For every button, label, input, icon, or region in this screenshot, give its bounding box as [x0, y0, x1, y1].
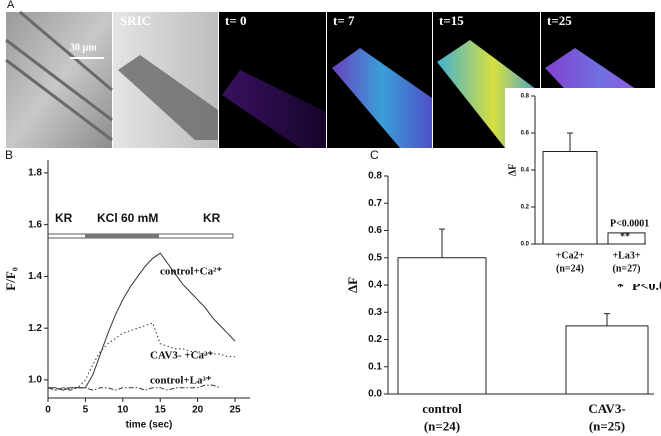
scale-label: 30 µm	[70, 42, 97, 53]
y-tick-label: 1.6	[28, 219, 42, 230]
annotation: KR	[55, 211, 73, 225]
y-tick-label: 1.2	[28, 323, 42, 334]
bar	[542, 151, 598, 245]
image-label: t= 7	[333, 13, 355, 28]
y-tick-label: 1.4	[28, 271, 42, 282]
annotation: KCl 60 mM	[97, 211, 158, 225]
annotation: **	[620, 231, 630, 242]
sric-cell	[118, 55, 218, 140]
series-line	[47, 384, 221, 391]
series-label: CAV3- +Ca²⁺	[150, 350, 213, 362]
image-label: t= 0	[225, 13, 247, 28]
annotation: *	[617, 280, 624, 295]
y-tick-label: 0.4	[521, 168, 530, 174]
series-line	[47, 322, 235, 391]
image-label: SRIC	[120, 13, 151, 28]
y-tick-label: 0.8	[521, 94, 530, 100]
image-label: t=25	[547, 13, 572, 28]
x-axis-label: time (sec)	[126, 420, 173, 431]
x-tick-sublabel: (n=24)	[424, 419, 460, 434]
panel-label: C	[370, 148, 379, 162]
series-label: control+Ca²⁺	[160, 266, 222, 278]
annotation: KR	[203, 211, 221, 225]
x-tick-label: 25	[229, 405, 241, 416]
x-tick-label: +La3+	[612, 250, 640, 261]
y-tick-label: 0.4	[368, 280, 382, 291]
x-tick-label: 5	[83, 405, 89, 416]
y-tick-label: 0.5	[368, 252, 382, 263]
x-tick-label: 10	[117, 405, 129, 416]
fluor-cell	[332, 48, 432, 148]
y-tick-label: 1.0	[28, 375, 42, 386]
y-tick-label: 0.2	[368, 334, 382, 345]
y-tick-label: 0.2	[521, 205, 530, 211]
x-tick-label: CAV3-	[588, 401, 625, 416]
y-tick-label: 0.6	[521, 131, 530, 137]
x-tick-sublabel: (n=24)	[556, 263, 584, 274]
y-tick-label: 0.6	[368, 225, 382, 236]
y-tick-label: 0.0	[368, 389, 382, 400]
error-bar	[604, 313, 610, 326]
x-tick-label: 20	[192, 405, 204, 416]
x-tick-sublabel: (n=25)	[589, 419, 625, 434]
y-tick-label: 0.1	[368, 361, 382, 372]
error-bar	[567, 132, 573, 152]
stimulus-kcl	[85, 234, 159, 238]
x-tick-label: 15	[155, 405, 167, 416]
y-tick-label: 0.7	[368, 198, 382, 209]
x-tick-label: control	[422, 401, 462, 416]
x-tick-sublabel: (n=27)	[613, 263, 641, 274]
y-axis-label: F/F₀	[3, 267, 18, 290]
panel-label: B	[5, 148, 13, 162]
series-label: control+La³⁺	[150, 375, 212, 387]
annotation: P<0.0001	[610, 218, 649, 229]
panel-label: A	[7, 0, 15, 11]
image-label: t=15	[439, 13, 464, 28]
dic-texture	[5, 10, 113, 142]
fluor-cell	[222, 70, 326, 148]
x-tick-label: +Ca2+	[556, 250, 585, 261]
error-bar	[439, 228, 445, 258]
y-tick-label: 0.3	[368, 307, 382, 318]
y-axis-label: ΔF	[507, 164, 518, 176]
x-tick-label: 0	[45, 405, 51, 416]
y-tick-label: 0.0	[521, 242, 530, 248]
y-tick-label: 1.8	[28, 168, 42, 179]
y-tick-label: 0.8	[368, 171, 382, 182]
y-axis-label: ΔF	[345, 277, 360, 293]
bar	[397, 257, 487, 395]
bar	[565, 325, 649, 395]
